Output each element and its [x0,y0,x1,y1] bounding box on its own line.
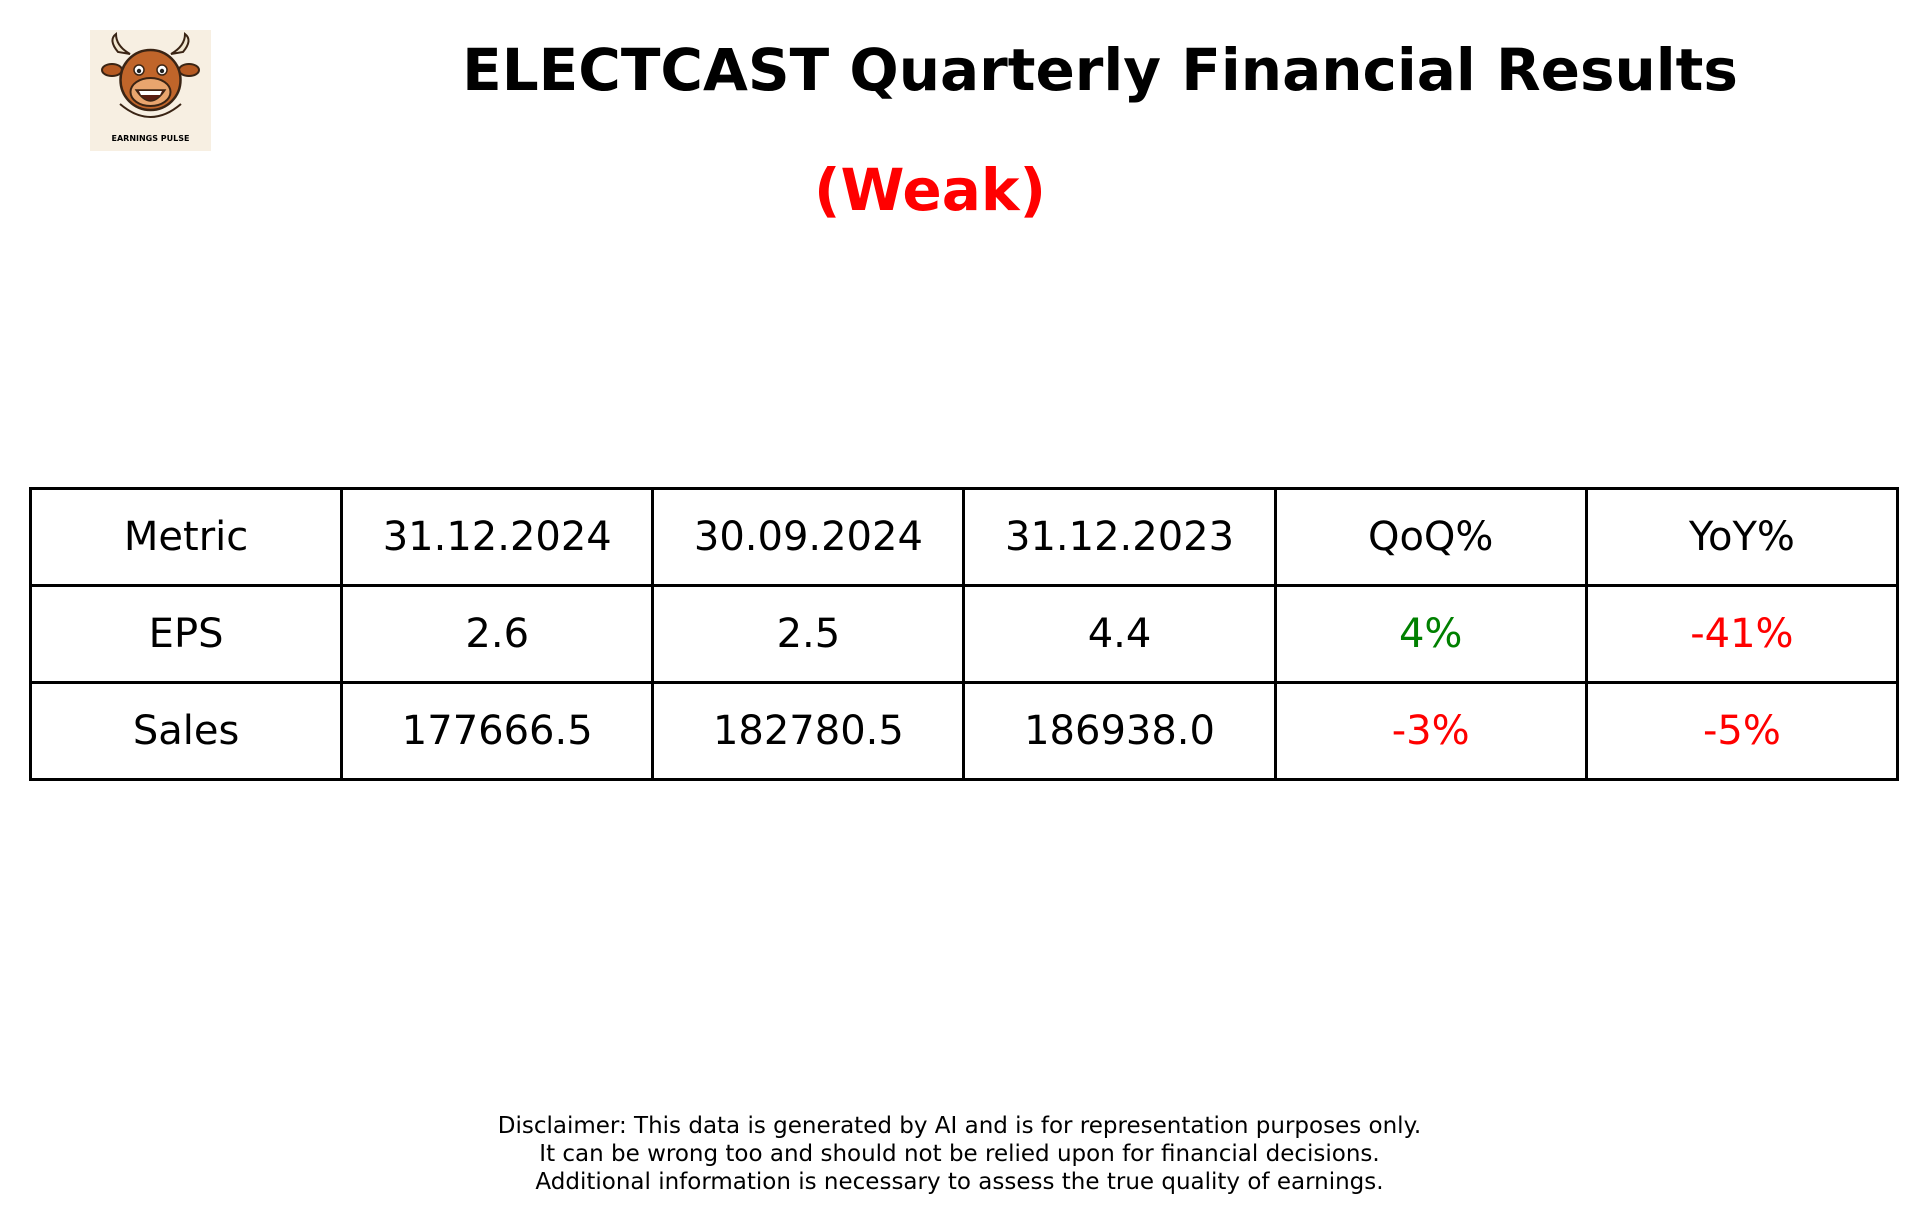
table-cell: -41% [1584,584,1900,684]
table-cell: 186938.0 [962,681,1277,781]
table-cell: 2.6 [340,584,655,684]
table-cell: 182780.5 [651,681,966,781]
disclaimer-line: It can be wrong too and should not be re… [539,1141,1380,1167]
header-cell-yoy: YoY% [1584,487,1900,587]
table-cell: Sales [28,681,344,781]
table-header-row: Metric 31.12.2024 30.09.2024 31.12.2023 … [28,487,1900,587]
logo-text: EARNINGS PULSE [111,134,190,143]
header-cell-q3: 31.12.2023 [962,487,1277,587]
header-cell-q1: 31.12.2024 [340,487,655,587]
table-cell: 4% [1273,584,1588,684]
results-table: Metric 31.12.2024 30.09.2024 31.12.2023 … [28,487,1900,781]
table-cell: -5% [1584,681,1900,781]
table-cell: 2.5 [651,584,966,684]
header-cell-q2: 30.09.2024 [651,487,966,587]
header-cell-metric: Metric [28,487,344,587]
page-title: ELECTCAST Quarterly Financial Results [462,36,1738,104]
header-cell-qoq: QoQ% [1273,487,1588,587]
table-row: Sales 177666.5 182780.5 186938.0 -3% -5% [28,681,1900,781]
bull-mascot-icon [101,31,200,118]
table-row: EPS 2.6 2.5 4.4 4% -41% [28,584,1900,684]
table-cell: 4.4 [962,584,1277,684]
disclaimer-line: Additional information is necessary to a… [535,1169,1384,1195]
rating-label: (Weak) [814,156,1046,224]
table-cell: -3% [1273,681,1588,781]
disclaimer-line: Disclaimer: This data is generated by AI… [497,1113,1422,1139]
disclaimer: Disclaimer: This data is generated by AI… [0,1112,1919,1196]
logo: EARNINGS PULSE [90,30,211,151]
table-cell: EPS [28,584,344,684]
table-cell: 177666.5 [340,681,655,781]
